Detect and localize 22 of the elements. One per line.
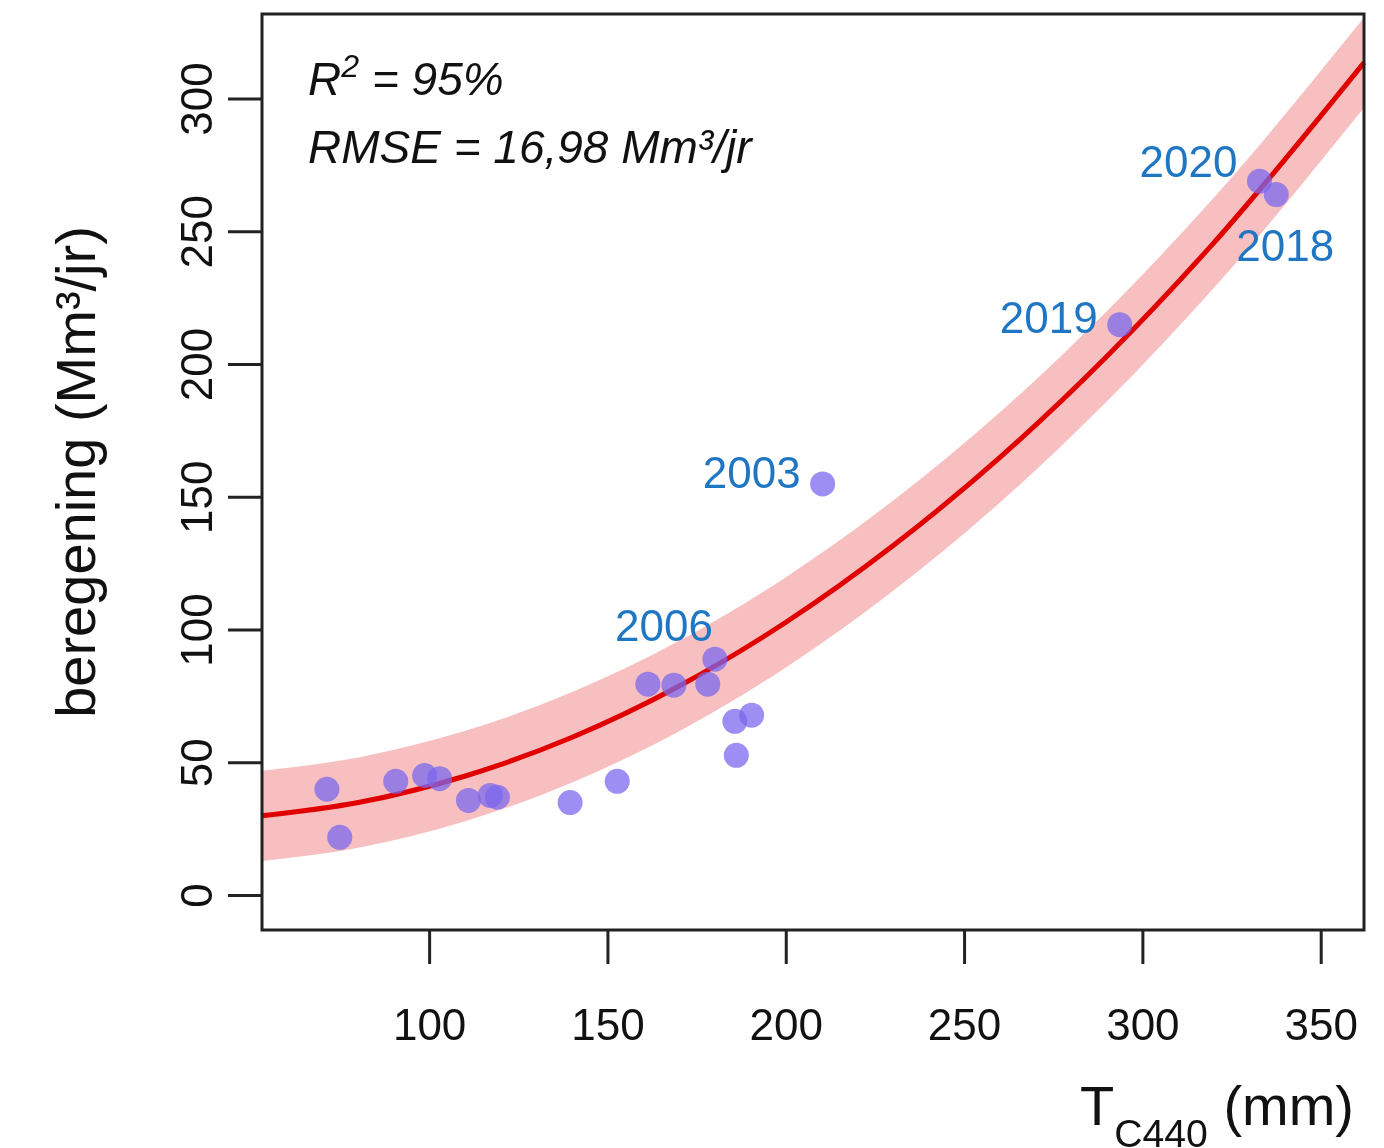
x-tick-label: 200: [749, 1000, 823, 1049]
annotation: 2003: [702, 447, 801, 497]
annotation: 2019: [999, 292, 1098, 342]
x-tick-label: 300: [1106, 1000, 1180, 1049]
x-tick-label: 350: [1284, 1000, 1358, 1049]
annotation: RMSE = 16,98 Mm³/jr: [308, 121, 754, 173]
annotation: 2020: [1139, 137, 1238, 187]
x-tick-label: 150: [571, 1000, 645, 1049]
y-tick-label: 50: [172, 738, 221, 788]
y-tick-label: 0: [172, 883, 221, 908]
y-tick-label: 150: [172, 460, 221, 534]
y-tick-label: 300: [172, 62, 221, 136]
y-tick-label: 100: [172, 593, 221, 667]
x-tick-label: 250: [927, 1000, 1002, 1049]
x-axis-title: T$_{C440}$ (mm): [1079, 1074, 1354, 1148]
annotation: 2006: [615, 601, 713, 651]
annotation: R$^{2}$ = 95%: [308, 48, 504, 105]
y-axis-title: beregening (Mm³/jr): [44, 226, 107, 718]
annotation: 2018: [1236, 220, 1335, 270]
y-tick-label: 250: [172, 195, 221, 269]
x-tick-label: 100: [392, 1000, 467, 1049]
y-tick-label: 200: [172, 327, 221, 402]
